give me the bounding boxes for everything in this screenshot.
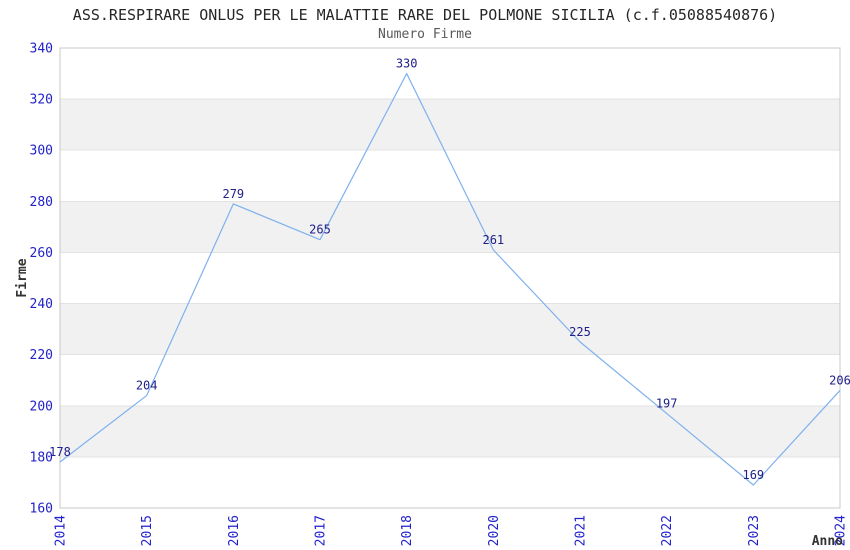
y-tick-label: 320 xyxy=(30,93,53,108)
x-axis-ticks: 2014 2015 2016 2017 2018 2020 2021 2022 2023 2024 xyxy=(54,515,849,546)
y-tick-label: 240 xyxy=(30,297,53,312)
plot-band xyxy=(60,405,840,457)
chart-title: ASS.RESPIRARE ONLUS PER LE MALATTIE RARE… xyxy=(72,6,778,24)
x-tick-label: 2020 xyxy=(487,515,502,546)
data-label: 178 xyxy=(49,445,71,459)
data-label: 206 xyxy=(829,373,850,387)
data-label: 204 xyxy=(136,379,158,393)
y-tick-label: 260 xyxy=(30,246,53,261)
series-line xyxy=(59,72,841,486)
y-tick-label: 300 xyxy=(30,144,53,159)
data-label: 261 xyxy=(482,233,504,247)
band-layer xyxy=(60,99,840,457)
x-tick-label: 2018 xyxy=(400,515,415,546)
x-tick-label: 2017 xyxy=(314,515,329,546)
plot-border-rect xyxy=(59,47,841,509)
plot-border xyxy=(59,47,841,509)
y-axis-ticks: 160 180 200 220 240 260 280 300 320 340 xyxy=(30,42,53,517)
series-line-layer xyxy=(59,72,841,486)
chart-subtitle: Numero Firme xyxy=(378,27,472,42)
x-tick-label: 2023 xyxy=(747,515,762,546)
data-label: 279 xyxy=(222,187,244,201)
x-tick-label: 2014 xyxy=(54,515,69,546)
y-tick-label: 280 xyxy=(30,195,53,210)
data-label: 225 xyxy=(569,325,591,339)
data-label: 197 xyxy=(656,396,678,410)
x-tick-label: 2015 xyxy=(140,515,155,546)
x-axis-title: Anno xyxy=(812,534,843,549)
x-tick-label: 2022 xyxy=(660,515,675,546)
x-tick-label: 2021 xyxy=(574,515,589,546)
plot-band xyxy=(60,303,840,355)
data-label: 169 xyxy=(742,468,764,482)
y-tick-label: 180 xyxy=(30,450,53,465)
data-label: 265 xyxy=(309,223,331,237)
y-tick-label: 200 xyxy=(30,399,53,414)
x-tick-label: 2024 xyxy=(834,515,849,546)
y-tick-label: 220 xyxy=(30,348,53,363)
plot-band xyxy=(60,201,840,253)
y-tick-label: 160 xyxy=(30,502,53,517)
y-axis-title: Firme xyxy=(15,258,30,297)
data-label-layer: 178 204 279 265 330 261 225 197 169 206 xyxy=(49,57,850,482)
axis-titles: Firme Anno xyxy=(15,258,843,549)
plot-band xyxy=(60,99,840,151)
data-label: 330 xyxy=(396,57,418,71)
gridline-layer xyxy=(60,98,840,458)
x-tick-label: 2016 xyxy=(227,515,242,546)
y-tick-label: 340 xyxy=(30,42,53,57)
